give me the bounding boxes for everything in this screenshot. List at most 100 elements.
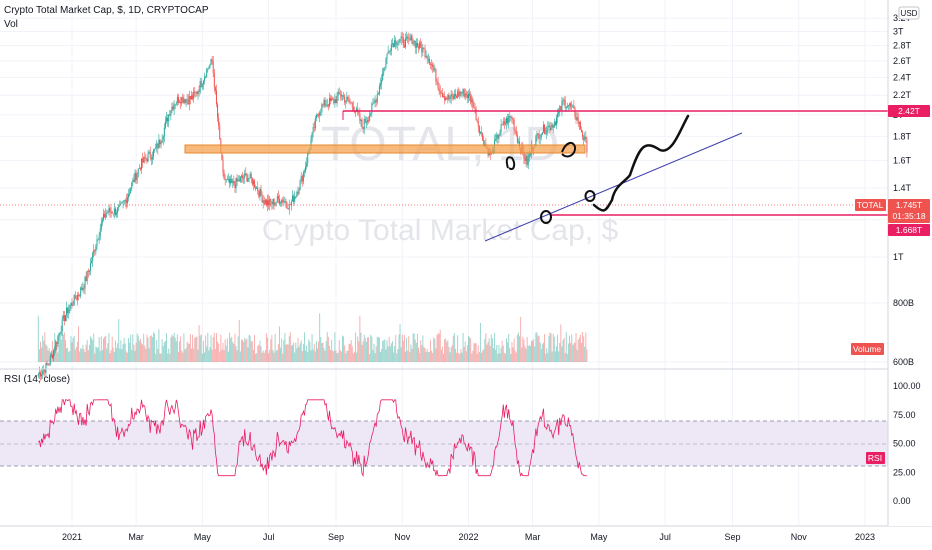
volume-bar bbox=[569, 335, 571, 362]
volume-bar bbox=[150, 335, 152, 362]
candle-body bbox=[377, 93, 379, 95]
candle-body bbox=[109, 208, 111, 212]
volume-bar bbox=[456, 352, 458, 362]
candle-body bbox=[351, 103, 353, 107]
volume-bar bbox=[517, 332, 519, 362]
candle-body bbox=[432, 64, 434, 68]
candle-body bbox=[572, 105, 574, 107]
support-trendline[interactable] bbox=[484, 132, 743, 242]
volume-bar bbox=[548, 335, 550, 362]
symbol-title[interactable]: Crypto Total Market Cap, $, 1D, CRYPTOCA… bbox=[4, 5, 209, 16]
candle-body bbox=[371, 104, 373, 114]
volume-bar bbox=[218, 343, 220, 362]
rsi-label[interactable]: RSI (14, close) bbox=[4, 374, 71, 385]
candle-body bbox=[244, 173, 246, 178]
volume-bar bbox=[76, 341, 78, 362]
volume-bar bbox=[189, 333, 191, 362]
volume-bar bbox=[399, 324, 401, 362]
volume-bar bbox=[475, 342, 477, 362]
volume-bar bbox=[290, 345, 292, 362]
volume-bar bbox=[380, 352, 382, 362]
candle-body bbox=[529, 153, 531, 155]
candle-body bbox=[39, 372, 41, 377]
volume-bar bbox=[293, 342, 295, 362]
candle-body bbox=[166, 117, 168, 122]
volume-bar bbox=[374, 353, 376, 362]
candle-body bbox=[421, 46, 423, 53]
volume-bar bbox=[264, 350, 266, 362]
candle-body bbox=[459, 91, 461, 97]
candle-body bbox=[451, 94, 453, 96]
volume-bar bbox=[197, 349, 199, 362]
candle-body bbox=[527, 156, 529, 165]
vol-label[interactable]: Vol bbox=[4, 19, 18, 30]
volume-bar bbox=[376, 336, 378, 362]
candle-body bbox=[100, 222, 102, 229]
volume-bar bbox=[183, 333, 185, 362]
candle-body bbox=[171, 106, 173, 112]
volume-bar bbox=[172, 336, 174, 362]
candle-body bbox=[144, 156, 146, 159]
candle-body bbox=[174, 104, 176, 106]
volume-bar bbox=[448, 346, 450, 362]
volume-bar bbox=[176, 334, 178, 362]
volume-bar bbox=[421, 344, 423, 362]
volume-bar bbox=[242, 339, 244, 362]
volume-bar bbox=[319, 313, 321, 362]
volume-tag bbox=[851, 343, 884, 355]
candle-body bbox=[272, 198, 274, 204]
candle-body bbox=[218, 117, 220, 126]
candle-body bbox=[84, 276, 86, 289]
volume-bar bbox=[412, 333, 414, 362]
resistance-zone[interactable] bbox=[184, 144, 586, 154]
candle-body bbox=[89, 262, 91, 271]
volume-bar bbox=[118, 319, 120, 362]
volume-bar bbox=[222, 343, 224, 362]
price-axis[interactable] bbox=[888, 0, 932, 526]
candle-body bbox=[563, 100, 565, 101]
candle-body bbox=[583, 137, 585, 140]
volume-bar bbox=[397, 349, 399, 362]
volume-bar bbox=[522, 336, 524, 362]
usd-badge[interactable] bbox=[898, 6, 920, 20]
candle-body bbox=[232, 180, 234, 184]
volume-bar bbox=[110, 350, 112, 362]
volume-bar bbox=[143, 333, 145, 362]
volume-bar bbox=[327, 336, 329, 362]
rsi-axis-ticks: 100.00 75.00 50.00 25.00 0.00 bbox=[893, 381, 921, 506]
volume-bar bbox=[400, 347, 402, 362]
volume-bar bbox=[155, 353, 157, 362]
volume-bar bbox=[280, 347, 282, 362]
volume-bar bbox=[333, 351, 335, 362]
candle-body bbox=[275, 201, 277, 203]
candle-body bbox=[468, 93, 469, 98]
time-axis-ticks[interactable]: 2021 Mar May Jul Sep Nov 2022 Mar May Jul Sep Nov 20… bbox=[62, 532, 875, 542]
volume-bar bbox=[93, 333, 95, 362]
volume-bar bbox=[201, 353, 203, 362]
candle-body bbox=[319, 112, 321, 116]
candle-body bbox=[47, 364, 49, 366]
volume-bar bbox=[186, 341, 188, 362]
volume-bar bbox=[353, 351, 355, 362]
candle-body bbox=[179, 102, 181, 103]
volume-bar bbox=[382, 340, 384, 362]
volume-bar bbox=[193, 348, 195, 362]
volume-bar bbox=[124, 343, 126, 362]
volume-bar bbox=[187, 343, 189, 362]
candle-body bbox=[472, 99, 474, 108]
volume-bar bbox=[361, 344, 363, 362]
volume-bar bbox=[204, 352, 206, 362]
volume-bar bbox=[586, 349, 588, 362]
projection-scribble[interactable] bbox=[592, 114, 690, 212]
candle-body bbox=[366, 120, 368, 122]
candle-body bbox=[463, 89, 465, 97]
rsi-line bbox=[37, 399, 587, 478]
candle-body bbox=[337, 91, 339, 96]
candle-body bbox=[78, 294, 80, 296]
candle-body bbox=[503, 121, 505, 125]
volume-bar bbox=[468, 336, 469, 362]
volume-bar bbox=[206, 346, 208, 362]
time-tick-label: Mar bbox=[128, 532, 144, 542]
candle-body bbox=[61, 318, 63, 332]
